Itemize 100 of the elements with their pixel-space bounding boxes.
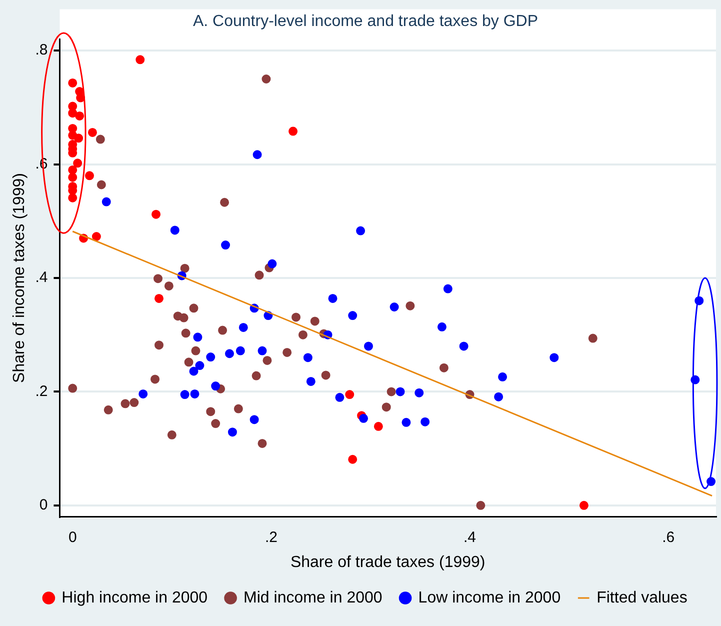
point: [406, 301, 415, 310]
point: [206, 352, 216, 362]
point: [356, 226, 366, 236]
point: [88, 128, 97, 137]
point: [154, 340, 164, 350]
point: [402, 418, 411, 427]
point: [150, 374, 160, 384]
point: [374, 422, 383, 431]
point: [282, 348, 292, 357]
point: [138, 389, 148, 398]
point: [345, 390, 354, 400]
point: [75, 111, 84, 120]
point: [221, 240, 230, 250]
point: [195, 361, 204, 370]
point: [476, 500, 486, 510]
point: [191, 346, 200, 356]
point: [68, 384, 78, 393]
point: [348, 311, 358, 320]
point: [396, 387, 405, 396]
point: [382, 402, 391, 412]
point: [420, 417, 430, 426]
point: [579, 500, 588, 510]
legend-label: High income in 2000: [62, 589, 208, 606]
point: [68, 172, 78, 182]
point: [170, 226, 180, 235]
legend-label: Fitted values: [596, 589, 688, 606]
point: [335, 392, 344, 402]
x-tick-label: .4: [464, 528, 476, 546]
point: [84, 171, 94, 180]
point: [68, 165, 78, 174]
point: [96, 180, 106, 190]
chart-title: A. Country-level income and trade taxes by GDP: [192, 13, 538, 30]
point: [254, 270, 264, 280]
point: [390, 302, 399, 312]
point: [348, 454, 358, 464]
legend-label: Low income in 2000: [418, 589, 561, 606]
point: [189, 304, 198, 313]
point: [292, 312, 301, 322]
point: [386, 387, 396, 396]
point: [258, 438, 267, 448]
point: [104, 405, 113, 414]
point: [154, 274, 163, 284]
point: [459, 342, 468, 351]
point: [96, 134, 105, 144]
point: [180, 390, 190, 400]
point: [74, 134, 84, 143]
point: [238, 322, 248, 332]
point: [190, 389, 200, 398]
x-axis-title: Share of trade taxes (1999): [290, 554, 486, 571]
point: [179, 313, 188, 322]
y-tick-label: .4: [35, 269, 48, 286]
point: [218, 326, 228, 335]
point: [498, 372, 508, 382]
legend-label: Mid income in 2000: [244, 589, 382, 606]
point: [154, 294, 164, 303]
point: [164, 281, 174, 290]
point: [167, 430, 176, 440]
x-tick-label: 0: [68, 528, 77, 546]
point: [68, 193, 78, 202]
point: [252, 371, 261, 380]
point: [268, 259, 277, 268]
point: [206, 407, 216, 416]
y-axis-title: Share of income taxes (1999): [11, 173, 28, 383]
point: [437, 322, 446, 332]
y-tick-label: .8: [35, 42, 48, 59]
point: [588, 334, 598, 343]
point: [328, 294, 338, 303]
point: [234, 404, 243, 414]
point: [303, 353, 312, 362]
point: [120, 399, 130, 408]
point: [321, 370, 330, 380]
point: [102, 197, 111, 206]
point: [181, 328, 190, 338]
point: [414, 388, 424, 398]
point: [68, 108, 78, 118]
x-tick-label: .6: [662, 528, 675, 546]
point: [443, 284, 452, 294]
y-tick-label: 0: [39, 496, 48, 514]
point: [189, 366, 198, 376]
point: [211, 419, 220, 428]
point: [262, 74, 271, 84]
point: [73, 158, 82, 168]
point: [152, 210, 161, 219]
y-tick-label: .2: [35, 382, 48, 400]
point: [288, 126, 298, 136]
point: [228, 428, 237, 437]
point: [211, 382, 220, 391]
point: [310, 316, 320, 326]
point: [262, 356, 272, 365]
point: [250, 415, 259, 424]
point: [298, 330, 308, 340]
point: [236, 346, 245, 356]
point: [136, 55, 145, 64]
point: [364, 342, 373, 351]
point: [92, 232, 101, 241]
point: [68, 78, 78, 88]
point: [258, 346, 267, 356]
point: [184, 358, 194, 367]
point: [494, 392, 504, 402]
x-tick-label: .2: [264, 528, 278, 546]
